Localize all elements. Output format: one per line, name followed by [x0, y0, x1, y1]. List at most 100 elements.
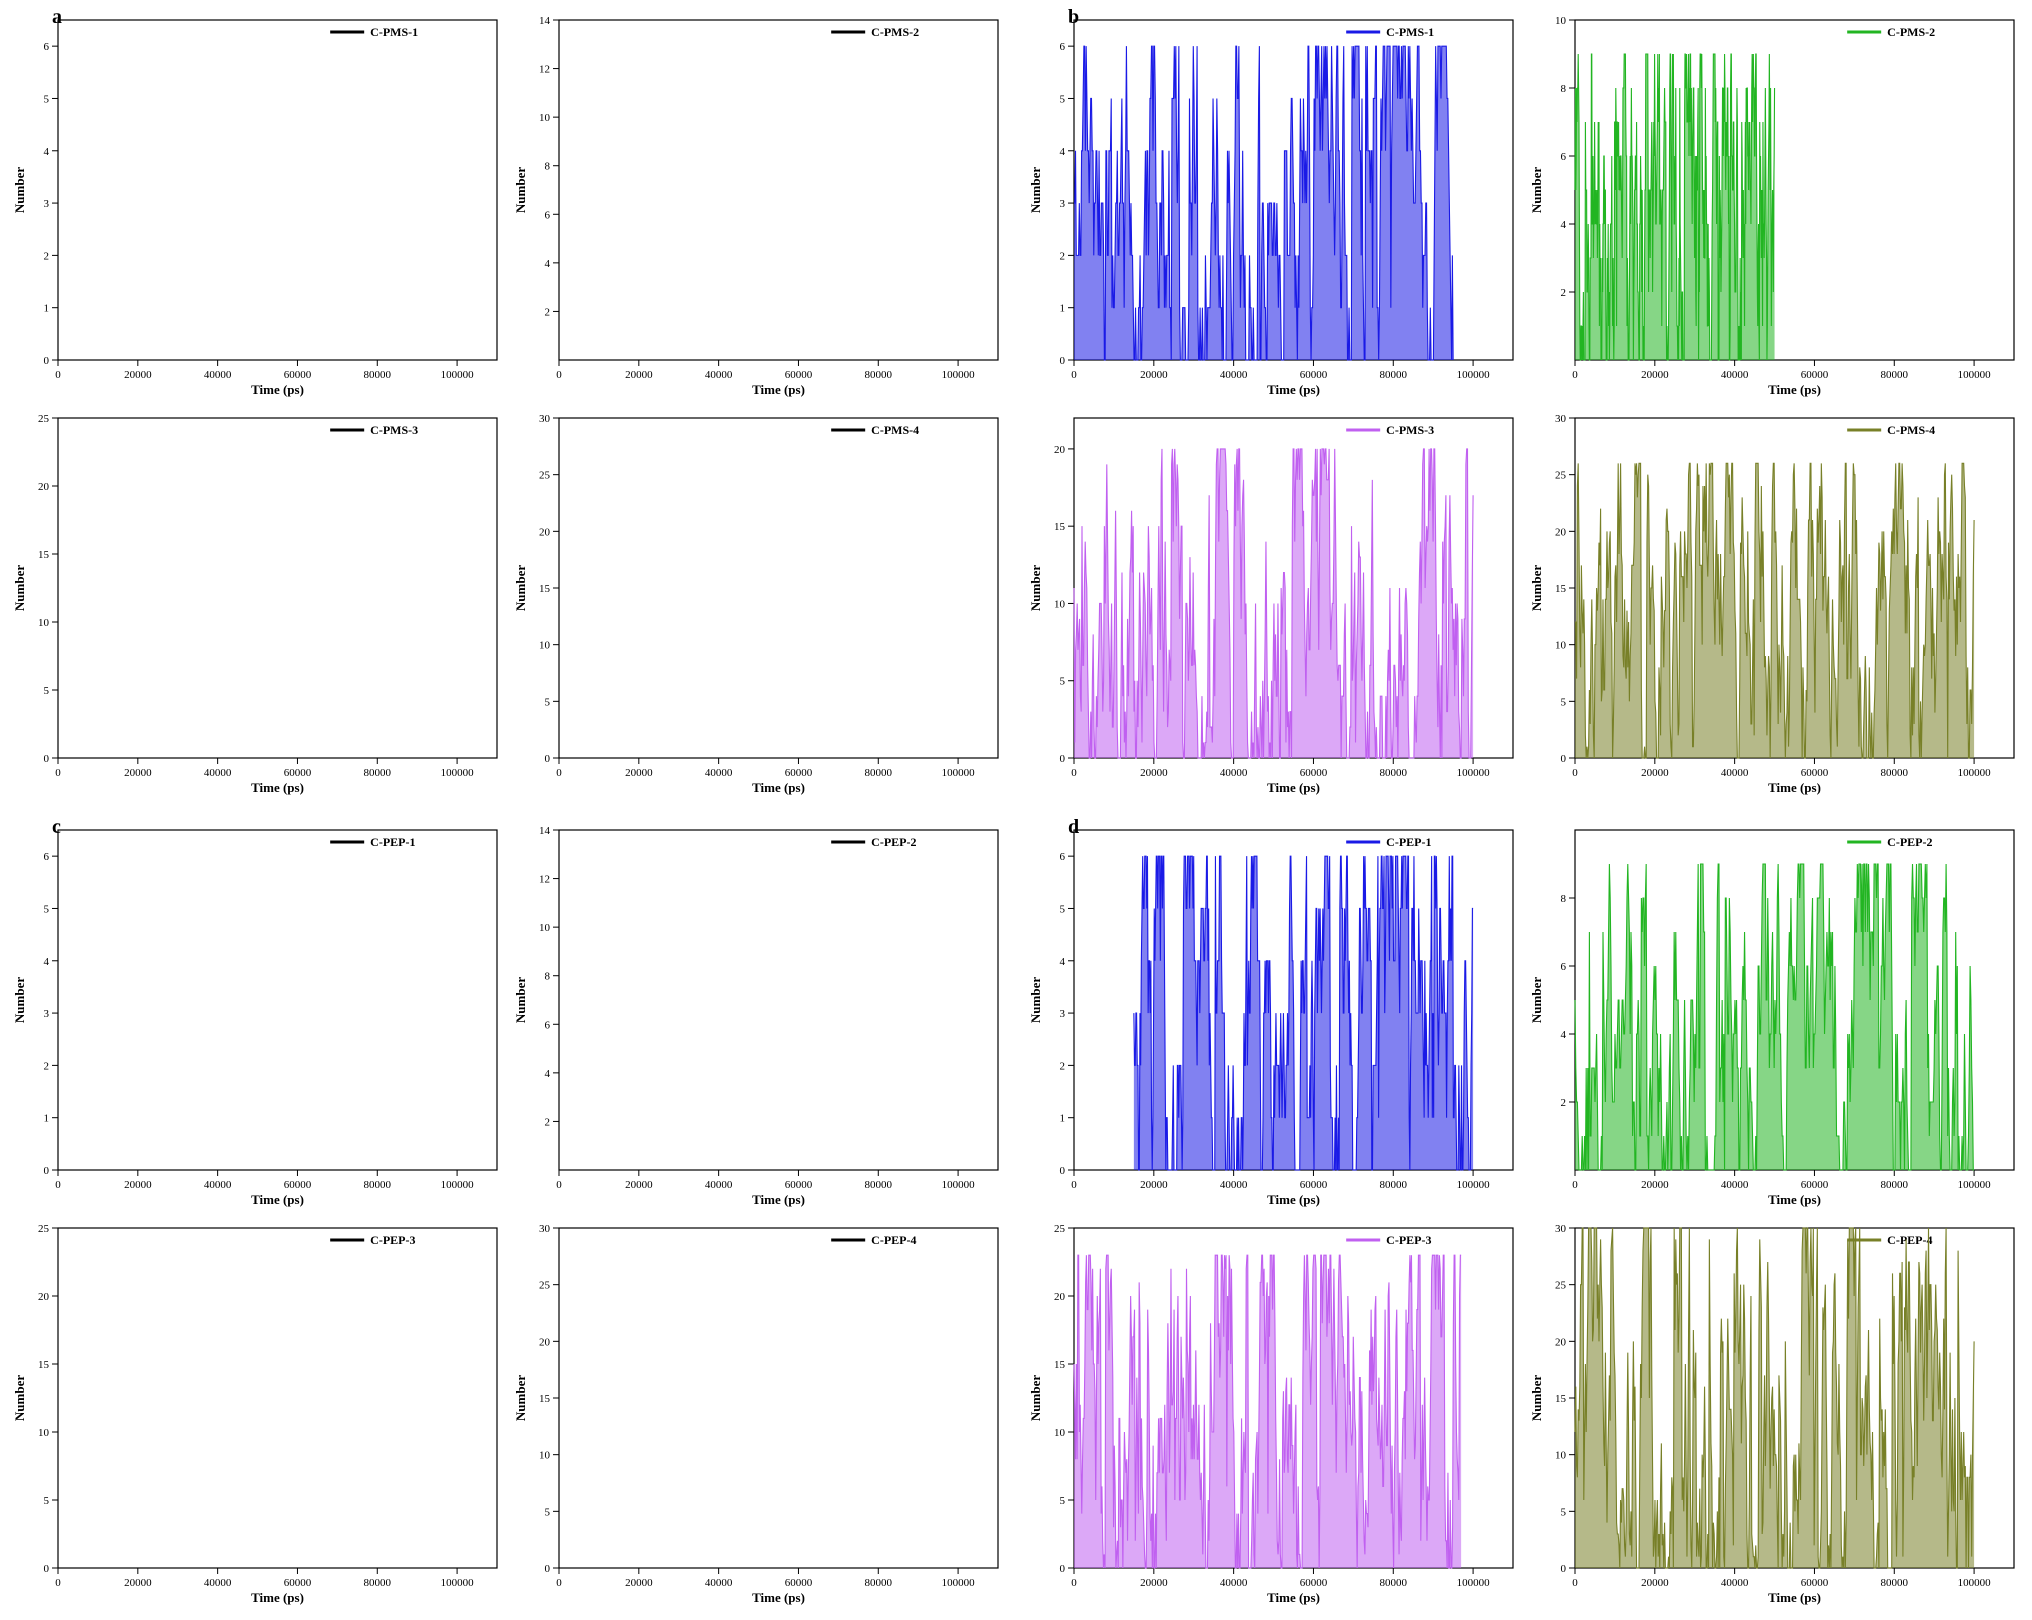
svg-text:0: 0	[55, 369, 61, 381]
svg-text:Time (ps): Time (ps)	[1267, 1192, 1320, 1207]
svg-text:60000: 60000	[1801, 369, 1829, 381]
svg-text:100000: 100000	[1457, 1179, 1491, 1191]
svg-text:30: 30	[539, 1223, 551, 1235]
svg-text:C-PMS-1: C-PMS-1	[370, 25, 418, 39]
svg-text:Number: Number	[1529, 167, 1544, 213]
svg-text:60000: 60000	[284, 1179, 312, 1191]
svg-text:15: 15	[1555, 583, 1567, 595]
svg-text:C-PMS-4: C-PMS-4	[871, 423, 919, 437]
chart-b-0: 0200004000060000800001000000123456Time (…	[1026, 10, 1521, 402]
svg-text:25: 25	[1555, 1280, 1567, 1292]
svg-text:5: 5	[44, 903, 50, 915]
svg-text:1: 1	[44, 303, 50, 315]
svg-text:1: 1	[1060, 303, 1066, 315]
svg-text:60000: 60000	[1801, 1179, 1829, 1191]
svg-text:100000: 100000	[441, 1577, 475, 1589]
svg-text:40000: 40000	[204, 1577, 232, 1589]
svg-text:15: 15	[1555, 1393, 1567, 1405]
svg-text:4: 4	[1060, 956, 1066, 968]
svg-text:5: 5	[44, 685, 50, 697]
svg-text:10: 10	[539, 922, 551, 934]
svg-text:60000: 60000	[1801, 767, 1829, 779]
svg-text:0: 0	[1071, 1577, 1077, 1589]
quadrant-d: d 0200004000060000800001000000123456Time…	[1026, 820, 2022, 1610]
svg-text:Time (ps): Time (ps)	[1768, 1192, 1821, 1207]
chart-d-0: 0200004000060000800001000000123456Time (…	[1026, 820, 1521, 1212]
svg-text:20000: 20000	[1140, 767, 1168, 779]
svg-text:20000: 20000	[1641, 1577, 1669, 1589]
svg-text:20000: 20000	[625, 1577, 653, 1589]
svg-text:8: 8	[545, 161, 551, 173]
svg-text:C-PMS-2: C-PMS-2	[1887, 25, 1935, 39]
panel-letter-b: b	[1068, 6, 1079, 29]
svg-text:2: 2	[1561, 1097, 1567, 1109]
svg-text:Number: Number	[1529, 1375, 1544, 1421]
svg-text:Number: Number	[513, 1375, 528, 1421]
svg-text:60000: 60000	[284, 767, 312, 779]
svg-text:Number: Number	[12, 565, 27, 611]
svg-text:0: 0	[44, 1563, 50, 1575]
panel-letter-d: d	[1068, 816, 1079, 839]
svg-text:20: 20	[1555, 1336, 1567, 1348]
svg-text:80000: 80000	[1380, 1577, 1408, 1589]
svg-text:25: 25	[539, 470, 551, 482]
svg-text:20000: 20000	[124, 1577, 152, 1589]
svg-text:0: 0	[1060, 1563, 1066, 1575]
svg-text:40000: 40000	[1721, 1577, 1749, 1589]
chart-d-1: 0200004000060000800001000002468Time (ps)…	[1527, 820, 2022, 1212]
svg-text:80000: 80000	[364, 767, 392, 779]
svg-text:20000: 20000	[625, 1179, 653, 1191]
svg-text:8: 8	[545, 971, 551, 983]
svg-text:100000: 100000	[1457, 1577, 1491, 1589]
svg-text:20: 20	[539, 526, 551, 538]
svg-text:Time (ps): Time (ps)	[1267, 382, 1320, 397]
svg-text:3: 3	[44, 1008, 50, 1020]
chart-b-3: 020000400006000080000100000051015202530T…	[1527, 408, 2022, 800]
svg-text:0: 0	[1060, 355, 1066, 367]
svg-text:2: 2	[1561, 287, 1567, 299]
svg-text:Time (ps): Time (ps)	[752, 780, 805, 795]
svg-text:2: 2	[545, 306, 551, 318]
svg-text:15: 15	[539, 1393, 551, 1405]
svg-text:1: 1	[1060, 1113, 1066, 1125]
svg-text:3: 3	[1060, 198, 1066, 210]
svg-text:2: 2	[44, 250, 50, 262]
svg-text:10: 10	[539, 640, 551, 652]
quadrant-b: b 0200004000060000800001000000123456Time…	[1026, 10, 2022, 800]
svg-text:Time (ps): Time (ps)	[1267, 780, 1320, 795]
svg-text:C-PEP-3: C-PEP-3	[370, 1233, 415, 1247]
svg-text:30: 30	[1555, 1223, 1567, 1235]
svg-text:80000: 80000	[1380, 1179, 1408, 1191]
svg-text:20: 20	[1555, 526, 1567, 538]
svg-text:0: 0	[1572, 767, 1578, 779]
svg-text:80000: 80000	[364, 1577, 392, 1589]
svg-text:0: 0	[1572, 369, 1578, 381]
svg-text:15: 15	[38, 1359, 50, 1371]
svg-text:40000: 40000	[705, 1577, 733, 1589]
chart-a-1: 0200004000060000800001000002468101214Tim…	[511, 10, 1006, 402]
svg-text:0: 0	[44, 355, 50, 367]
svg-text:100000: 100000	[441, 1179, 475, 1191]
svg-text:30: 30	[539, 413, 551, 425]
svg-text:Time (ps): Time (ps)	[251, 382, 304, 397]
svg-text:15: 15	[539, 583, 551, 595]
figure-grid: a 0200004000060000800001000000123456Time…	[10, 10, 2022, 1610]
svg-text:2: 2	[1060, 1060, 1066, 1072]
svg-text:80000: 80000	[865, 767, 893, 779]
svg-text:14: 14	[539, 15, 551, 27]
svg-text:10: 10	[539, 112, 551, 124]
svg-text:6: 6	[1561, 151, 1567, 163]
svg-text:10: 10	[539, 1450, 551, 1462]
svg-text:2: 2	[545, 1116, 551, 1128]
svg-text:5: 5	[44, 1495, 50, 1507]
svg-text:60000: 60000	[1300, 369, 1328, 381]
svg-text:Time (ps): Time (ps)	[752, 1192, 805, 1207]
svg-text:80000: 80000	[1881, 1179, 1909, 1191]
svg-text:80000: 80000	[865, 1577, 893, 1589]
svg-text:6: 6	[545, 209, 551, 221]
svg-text:4: 4	[44, 956, 50, 968]
svg-text:25: 25	[38, 1223, 50, 1235]
svg-text:0: 0	[1071, 1179, 1077, 1191]
svg-text:20000: 20000	[625, 767, 653, 779]
svg-text:6: 6	[44, 41, 50, 53]
